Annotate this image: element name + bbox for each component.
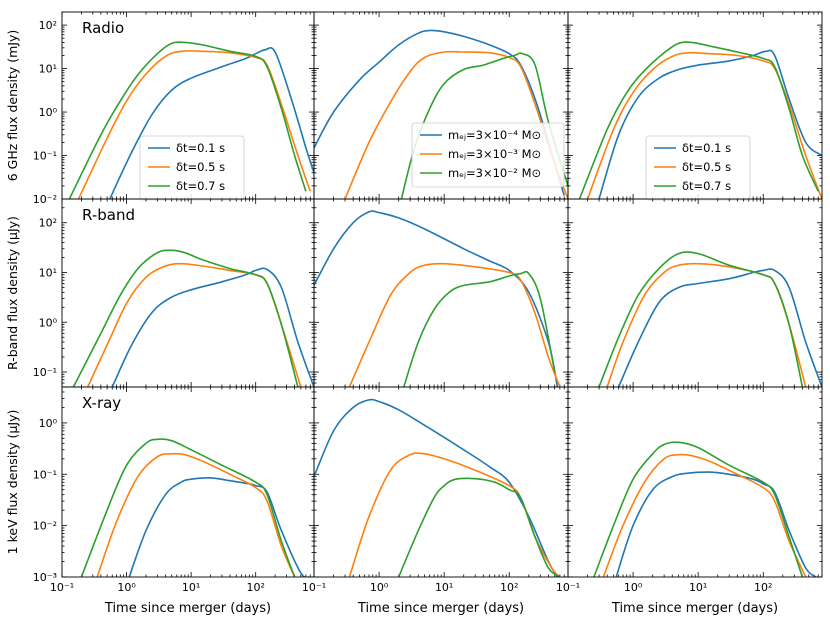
x-axis-label: Time since merger (days) <box>611 601 778 616</box>
series-line-blue <box>617 268 822 387</box>
x-tick-label: 10¹ <box>182 581 200 594</box>
series-line-green <box>72 249 299 387</box>
y-tick-label: 10¹ <box>39 267 57 280</box>
x-tick-label: 10¹ <box>689 581 707 594</box>
y-axis-label: R-band flux density (μJy) <box>5 216 20 370</box>
x-tick-label: 10¹ <box>435 581 453 594</box>
series-line-green <box>400 52 568 199</box>
series-line-green <box>80 438 296 577</box>
x-tick-label: 10⁰ <box>370 581 389 594</box>
y-tick-label: 10⁰ <box>39 417 58 430</box>
y-tick-label: 10¹ <box>39 63 57 76</box>
legend-entry: mₑⱼ=3×10⁻⁴ M⊙ <box>448 128 541 142</box>
x-axis-label: Time since merger (days) <box>357 601 524 616</box>
series-line-blue <box>111 267 314 387</box>
series-line-blue <box>314 398 559 577</box>
x-tick-label: 10⁻¹ <box>556 581 580 594</box>
y-tick-label: 10⁻¹ <box>33 150 57 163</box>
band-label: R-band <box>82 206 135 224</box>
y-tick-label: 10⁻² <box>33 193 57 206</box>
series-line-green <box>598 251 804 387</box>
panel-frame <box>567 198 823 388</box>
legend-box <box>411 122 565 188</box>
legend-entry: δt=0.5 s <box>176 160 225 174</box>
legend-entry: mₑⱼ=3×10⁻² M⊙ <box>448 166 541 180</box>
series-line-blue <box>128 477 311 577</box>
series-line-green <box>403 270 556 387</box>
y-tick-label: 10⁻¹ <box>33 468 57 481</box>
y-tick-label: 10⁻² <box>33 520 57 533</box>
panel-frame <box>567 386 823 578</box>
series-line-orange <box>348 262 561 387</box>
series-line-blue <box>314 210 559 387</box>
series-line-orange <box>96 452 296 577</box>
series-line-green <box>593 441 804 577</box>
y-axis-label: 6 GHz flux density (mJy) <box>5 30 20 182</box>
series-line-green <box>578 41 819 199</box>
series-line-blue <box>109 46 314 199</box>
legend-entry: δt=0.1 s <box>682 141 731 155</box>
x-tick-label: 10² <box>754 581 772 594</box>
legend-entry: δt=0.7 s <box>176 179 225 193</box>
band-label: Radio <box>82 19 124 37</box>
legend-entry: mₑⱼ=3×10⁻³ M⊙ <box>448 147 541 161</box>
series-line-blue <box>615 471 817 577</box>
y-axis-label: 1 keV flux density (μJy) <box>5 410 20 555</box>
x-tick-label: 10² <box>246 581 264 594</box>
x-tick-label: 10⁰ <box>624 581 643 594</box>
legend-entry: δt=0.5 s <box>682 160 731 174</box>
y-tick-label: 10⁻³ <box>33 571 57 584</box>
legend-entry: δt=0.7 s <box>682 179 731 193</box>
series-line-orange <box>586 51 822 199</box>
legend-box <box>139 135 245 201</box>
series-line-green <box>68 41 307 199</box>
series-line-orange <box>344 50 568 199</box>
series-line-blue <box>314 29 565 196</box>
x-tick-label: 10⁻¹ <box>302 581 326 594</box>
x-tick-label: 10⁻¹ <box>50 581 74 594</box>
y-tick-label: 10² <box>39 19 57 32</box>
panel-frame <box>313 386 569 578</box>
x-axis-label: Time since merger (days) <box>104 601 271 616</box>
panel-frame <box>61 386 315 578</box>
band-label: X-ray <box>82 394 121 412</box>
series-line-orange <box>77 50 312 199</box>
series-line-orange <box>602 453 807 577</box>
series-line-blue <box>598 49 822 199</box>
series-line-green <box>397 477 561 577</box>
x-tick-label: 10⁰ <box>117 581 136 594</box>
y-tick-label: 10² <box>39 217 57 230</box>
y-tick-label: 10⁰ <box>39 316 58 329</box>
legend-entry: δt=0.1 s <box>176 141 225 155</box>
y-tick-label: 10⁰ <box>39 106 58 119</box>
y-tick-label: 10⁻¹ <box>33 366 57 379</box>
x-tick-label: 10² <box>500 581 518 594</box>
